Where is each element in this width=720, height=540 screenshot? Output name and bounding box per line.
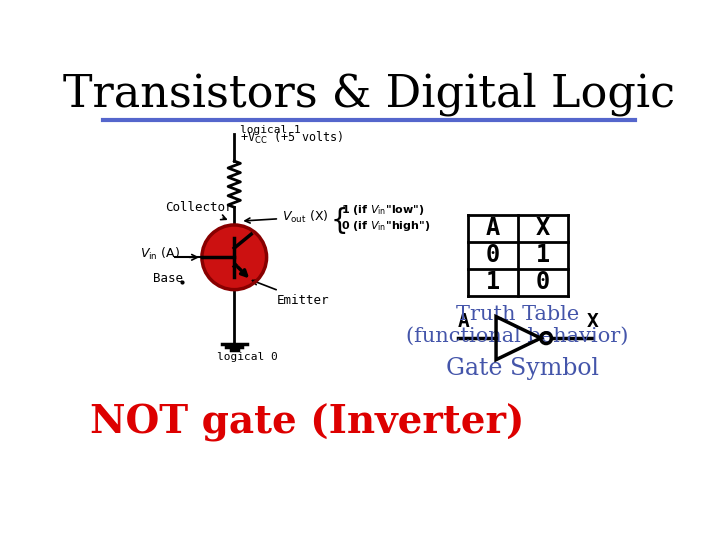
- Text: Truth Table
(functional behavior): Truth Table (functional behavior): [406, 305, 629, 346]
- Text: Gate Symbol: Gate Symbol: [446, 357, 600, 380]
- Text: Collector: Collector: [165, 201, 233, 220]
- Text: Transistors & Digital Logic: Transistors & Digital Logic: [63, 72, 675, 116]
- Text: +V$_{\mathrm{CC}}$ (+5 volts): +V$_{\mathrm{CC}}$ (+5 volts): [240, 130, 344, 146]
- Circle shape: [202, 225, 266, 289]
- Text: Base: Base: [153, 272, 184, 285]
- Text: Emitter: Emitter: [253, 280, 329, 307]
- Text: X: X: [587, 312, 598, 332]
- Text: A: A: [485, 217, 500, 240]
- Text: A: A: [457, 312, 469, 332]
- Text: 1 (if $V_{\mathrm{in}}$"low"): 1 (if $V_{\mathrm{in}}$"low"): [341, 204, 424, 218]
- Text: 1: 1: [536, 244, 550, 267]
- Text: {: {: [330, 207, 348, 235]
- Text: 0: 0: [485, 244, 500, 267]
- Text: NOT gate (Inverter): NOT gate (Inverter): [90, 404, 525, 442]
- Text: 0 (if $V_{\mathrm{in}}$"high"): 0 (if $V_{\mathrm{in}}$"high"): [341, 219, 430, 233]
- Text: logical 1: logical 1: [240, 125, 301, 134]
- Text: 0: 0: [536, 271, 550, 294]
- Text: $V_{\mathrm{in}}$ (A): $V_{\mathrm{in}}$ (A): [140, 246, 181, 262]
- Text: 1: 1: [485, 271, 500, 294]
- Text: X: X: [536, 217, 550, 240]
- Text: logical 0: logical 0: [217, 353, 278, 362]
- Text: $V_{\mathrm{out}}$ (X): $V_{\mathrm{out}}$ (X): [245, 209, 328, 225]
